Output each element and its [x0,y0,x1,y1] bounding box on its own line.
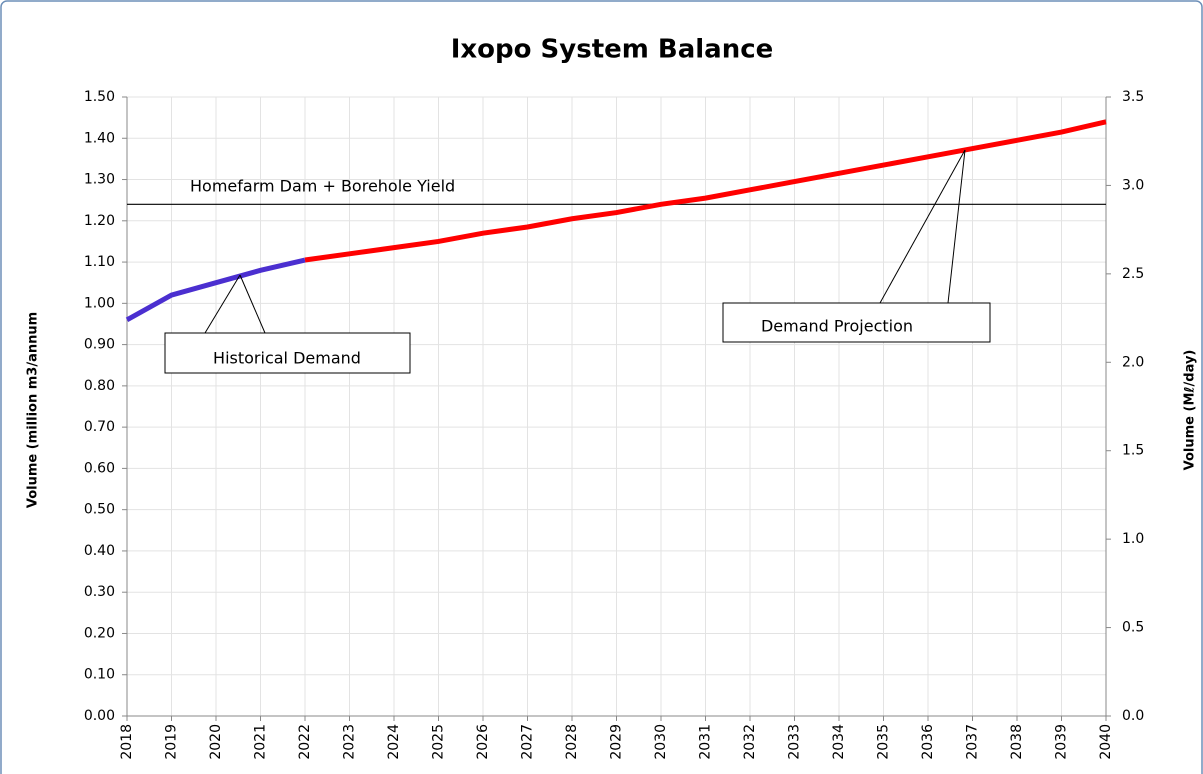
x-tick-label: 2034 [831,724,847,760]
y-tick-label: 1.10 [84,254,115,270]
x-tick-label: 2018 [119,724,135,760]
y-axis-label: Volume (million m3/annum [26,312,41,508]
chart-title: Ixopo System Balance [451,35,774,65]
x-tick-label: 2039 [1054,724,1070,760]
y-tick-label: 1.30 [84,172,115,188]
y-tick-label: 0.60 [84,460,115,476]
series-line [304,119,1107,263]
x-tick-label: 2040 [1098,724,1114,760]
x-tick-label: 2023 [342,724,358,760]
reference-label: Homefarm Dam + Borehole Yield [190,177,455,196]
x-tick-label: 2033 [787,724,803,760]
x-tick-label: 2019 [164,724,180,760]
y2-tick-label: 0.0 [1122,708,1144,724]
y2-tick-label: 3.5 [1122,89,1144,105]
x-tick-label: 2021 [253,724,269,760]
series-line [125,257,306,323]
x-tick-label: 2026 [475,724,491,760]
y-tick-label: 1.40 [84,130,115,146]
y-tick-label: 1.00 [84,295,115,311]
leader-line [879,149,966,304]
leader-line [204,274,241,334]
plot [125,119,1107,323]
x-tick-label: 2027 [520,724,536,760]
leader-line [947,149,966,304]
x-tick-label: 2020 [208,724,224,760]
callout-text: Historical Demand [213,349,361,368]
x-tick-label: 2025 [431,724,447,760]
y2-tick-label: 2.0 [1122,354,1144,370]
callout-box [722,302,991,343]
y2-tick-label: 3.0 [1122,177,1144,193]
y2-tick-label: 2.5 [1122,266,1144,282]
x-tick-label: 2031 [698,724,714,760]
x-tick-label: 2024 [386,724,402,760]
leader-line [239,274,266,334]
x-tick-label: 2022 [297,724,313,760]
y-tick-label: 0.80 [84,378,115,394]
callout-text: Demand Projection [761,317,913,336]
x-tick-label: 2028 [564,724,580,760]
x-tick-label: 2032 [742,724,758,760]
y-tick-label: 0.90 [84,337,115,353]
y2-tick-label: 1.5 [1122,443,1144,459]
grid: 2018 2019 2020 2021 2022 2023 2024 2025 2026 2027… [84,89,1144,760]
y-tick-label: 0.00 [84,708,115,724]
y-tick-label: 0.10 [84,667,115,683]
callout-box [164,332,411,374]
y-tick-label: 1.50 [84,89,115,105]
x-tick-label: 2030 [653,724,669,760]
x-tick-label: 2035 [876,724,892,760]
y2-axis-label: Volume (Mℓ/day) [1183,350,1198,471]
x-tick-label: 2038 [1009,724,1025,760]
y-tick-label: 0.20 [84,625,115,641]
y-tick-label: 0.70 [84,419,115,435]
y2-tick-label: 1.0 [1122,531,1144,547]
y-tick-label: 0.30 [84,584,115,600]
x-tick-label: 2036 [920,724,936,760]
y-tick-label: 0.40 [84,543,115,559]
y2-tick-label: 0.5 [1122,620,1144,636]
y-tick-label: 0.50 [84,502,115,518]
y-tick-label: 1.20 [84,213,115,229]
x-tick-label: 2029 [609,724,625,760]
x-tick-label: 2037 [965,724,981,760]
